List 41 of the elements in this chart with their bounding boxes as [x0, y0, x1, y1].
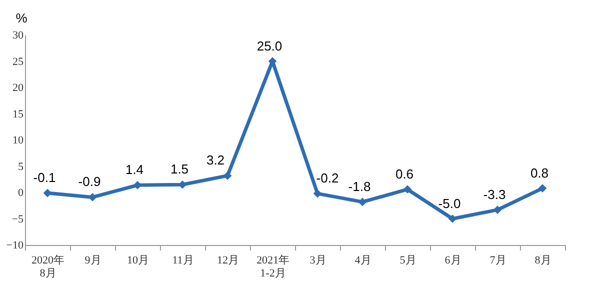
- y-tick-label: 25: [12, 56, 24, 68]
- y-tick-label: 0: [18, 187, 24, 199]
- data-label: 1.5: [170, 162, 189, 177]
- data-label: -0.2: [316, 170, 339, 186]
- x-tick-label: 3月: [310, 254, 326, 266]
- y-tick-label: 5: [18, 160, 24, 173]
- x-tick-label: 8月: [534, 254, 552, 266]
- data-label: -3.3: [483, 186, 506, 202]
- x-tick-label: 2020年 8月: [32, 254, 64, 280]
- x-tick-label: 6月: [444, 254, 462, 266]
- data-label: 1.4: [125, 162, 144, 178]
- point: [448, 214, 457, 223]
- point: [358, 198, 367, 206]
- y-axis-title: %: [16, 10, 28, 26]
- data-label: -0.9: [78, 174, 101, 190]
- point: [223, 172, 232, 180]
- x-tick-label: 7月: [490, 254, 506, 266]
- x-tick-label: 5月: [400, 254, 416, 266]
- data-label: 0.8: [530, 165, 549, 180]
- x-tick-label: 4月: [354, 254, 372, 266]
- data-label: 25.0: [256, 38, 282, 54]
- y-tick-label: −10: [6, 240, 24, 252]
- point: [538, 184, 547, 192]
- data-label: -1.8: [348, 178, 371, 194]
- x-tick-label: 10月: [127, 254, 149, 266]
- y-tick-label: 20: [12, 82, 24, 94]
- y-tick-label: −5: [12, 213, 24, 226]
- y-tick-label: 30: [12, 30, 24, 42]
- data-label: 0.6: [395, 166, 414, 182]
- x-tick-label: 11月: [172, 254, 194, 266]
- x-tick-label: 2021年 1-2月: [256, 254, 290, 280]
- x-tick-label: 9月: [84, 254, 102, 266]
- y-tick-label: 15: [12, 108, 24, 120]
- data-label: -0.1: [33, 170, 56, 186]
- point: [403, 185, 412, 194]
- data-label: 3.2: [206, 152, 225, 168]
- point: [313, 189, 322, 198]
- y-tick-label: 10: [12, 134, 24, 146]
- point: [493, 206, 502, 214]
- data-label: -5.0: [438, 196, 461, 211]
- x-tick-label: 12月: [217, 254, 239, 266]
